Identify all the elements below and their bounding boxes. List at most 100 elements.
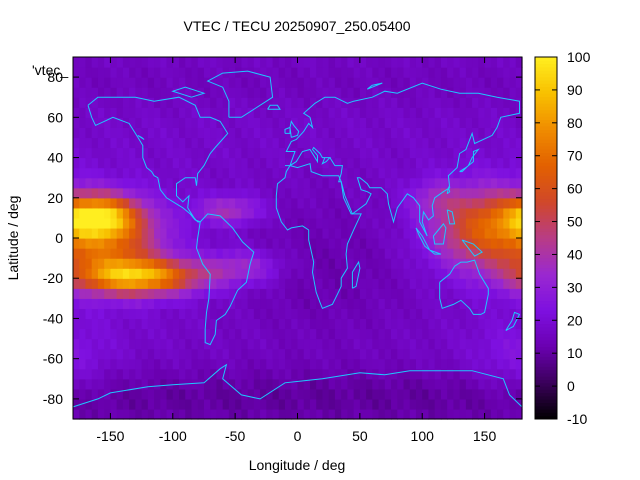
heatmap-cell	[216, 197, 224, 209]
heatmap-cell	[185, 388, 193, 400]
heatmap-cell	[179, 57, 186, 68]
heatmap-cell	[141, 258, 149, 269]
heatmap-cell	[347, 398, 355, 410]
heatmap-cell	[353, 57, 361, 68]
heatmap-cell	[147, 87, 155, 98]
heatmap-cell	[228, 57, 236, 68]
heatmap-cell	[353, 398, 361, 410]
heatmap-cell	[79, 298, 87, 309]
heatmap-cell	[428, 348, 436, 360]
heatmap-cell	[266, 167, 274, 179]
heatmap-cell	[403, 187, 411, 199]
heatmap-cell	[353, 137, 361, 149]
heatmap-cell	[497, 258, 504, 269]
heatmap-cell	[247, 388, 255, 400]
heatmap-cell	[272, 328, 280, 340]
heatmap-cell	[116, 127, 124, 139]
heatmap-cell	[447, 167, 455, 179]
heatmap-cell	[247, 207, 255, 219]
heatmap-cell	[122, 388, 130, 400]
heatmap-cell	[166, 207, 174, 219]
heatmap-cell	[422, 197, 430, 209]
heatmap-cell	[241, 348, 249, 360]
heatmap-cell	[141, 87, 149, 98]
heatmap-cell	[472, 97, 479, 108]
heatmap-cell	[222, 368, 230, 380]
heatmap-cell	[353, 308, 361, 320]
heatmap-cell	[73, 67, 80, 78]
heatmap-cell	[422, 298, 430, 309]
colorbar-band	[535, 234, 557, 239]
heatmap-cell	[347, 167, 355, 179]
heatmap-cell	[278, 57, 286, 68]
heatmap-cell	[353, 87, 361, 98]
heatmap-cell	[147, 368, 155, 380]
heatmap-cell	[266, 278, 274, 289]
heatmap-cell	[434, 187, 442, 199]
heatmap-cell	[222, 197, 230, 209]
heatmap-cell	[160, 127, 168, 139]
heatmap-cell	[291, 328, 299, 340]
heatmap-cell	[353, 147, 361, 159]
heatmap-cell	[322, 157, 330, 169]
heatmap-cell	[359, 308, 367, 320]
heatmap-cell	[203, 298, 211, 309]
heatmap-cell	[353, 378, 361, 390]
heatmap-cell	[334, 258, 342, 269]
heatmap-cell	[509, 67, 517, 78]
coastline	[206, 70, 274, 118]
heatmap-cell	[191, 137, 199, 149]
heatmap-cell	[378, 187, 386, 199]
heatmap-cell	[484, 278, 492, 289]
heatmap-cell	[228, 167, 236, 179]
colorbar-tick-label: 80	[567, 115, 583, 131]
heatmap-cell	[210, 298, 218, 309]
heatmap-cell	[341, 388, 348, 400]
heatmap-cell	[91, 328, 99, 340]
heatmap-cell	[247, 348, 255, 360]
heatmap-cell	[403, 197, 411, 209]
heatmap-cell	[179, 328, 186, 340]
heatmap-cell	[154, 147, 161, 159]
heatmap-cell	[409, 238, 417, 249]
heatmap-cell	[253, 197, 261, 209]
heatmap-cell	[166, 197, 174, 209]
heatmap-cell	[509, 408, 517, 420]
heatmap-cell	[73, 107, 80, 118]
heatmap-cell	[73, 127, 80, 139]
heatmap-cell	[235, 288, 242, 299]
heatmap-cell	[285, 117, 292, 128]
heatmap-cell	[447, 67, 455, 78]
heatmap-cell	[440, 378, 448, 390]
heatmap-cell	[85, 248, 93, 259]
heatmap-cell	[172, 318, 180, 330]
heatmap-cell	[266, 157, 274, 169]
heatmap-cell	[241, 378, 249, 390]
colorbar-band	[535, 336, 557, 341]
heatmap-cell	[378, 368, 386, 380]
heatmap-cell	[110, 87, 118, 98]
heatmap-cell	[328, 227, 336, 239]
heatmap-cell	[129, 97, 136, 108]
heatmap-cell	[147, 388, 155, 400]
heatmap-cell	[366, 87, 373, 98]
heatmap-cell	[260, 67, 267, 78]
heatmap-cell	[285, 57, 292, 68]
heatmap-cell	[285, 77, 292, 88]
heatmap-cell	[453, 97, 461, 108]
heatmap-cell	[116, 288, 124, 299]
heatmap-cell	[85, 157, 93, 169]
heatmap-cell	[303, 137, 311, 149]
heatmap-cell	[440, 97, 448, 108]
heatmap-cell	[465, 278, 473, 289]
heatmap-cell	[185, 308, 193, 320]
heatmap-cell	[116, 87, 124, 98]
heatmap-cell	[91, 318, 99, 330]
colorbar-band	[535, 178, 557, 183]
heatmap-cell	[104, 378, 112, 390]
heatmap-cell	[272, 67, 280, 78]
heatmap-cell	[428, 388, 436, 400]
heatmap-cell	[285, 238, 292, 249]
heatmap-cell	[141, 187, 149, 199]
heatmap-cell	[334, 97, 342, 108]
